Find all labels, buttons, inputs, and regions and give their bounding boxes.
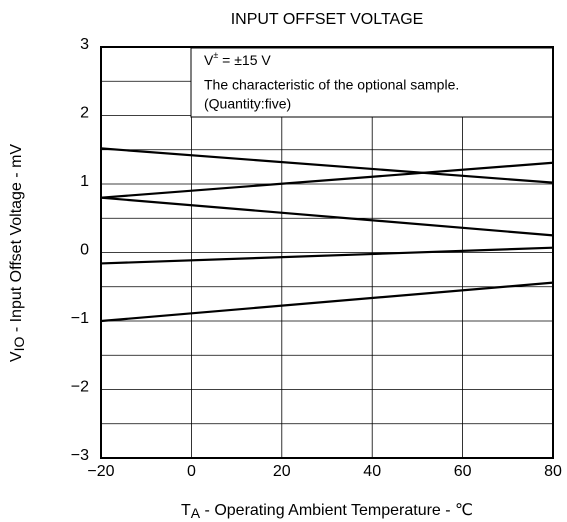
x-label-symbol: T xyxy=(181,502,191,519)
x-tick-label: 20 xyxy=(273,463,291,480)
supply-sup: ± xyxy=(213,50,218,60)
x-tick-label: 40 xyxy=(363,463,381,480)
y-label-symbol: V xyxy=(8,351,25,362)
series-lines xyxy=(100,147,554,323)
y-tick-label: −1 xyxy=(71,310,89,327)
plot-frame xyxy=(100,46,554,459)
supply-text: = ±15 V xyxy=(218,52,271,68)
y-label-sub: IO xyxy=(11,337,27,352)
y-tick-label: −3 xyxy=(71,447,89,464)
supply-base: V xyxy=(204,52,214,68)
series-line xyxy=(100,281,554,323)
series-line xyxy=(100,147,554,184)
y-tick-label: 2 xyxy=(80,105,89,122)
chart-title: INPUT OFFSET VOLTAGE xyxy=(231,11,424,28)
y-tick-label: −2 xyxy=(71,379,89,396)
annotation-supply: V± = ±15 V xyxy=(204,50,271,67)
x-tick-label: 60 xyxy=(454,463,472,480)
y-tick-label: 3 xyxy=(80,36,89,53)
x-label-sub: A xyxy=(191,505,201,521)
annotation-line: (Quantity:five) xyxy=(204,96,291,112)
series-line xyxy=(100,161,554,199)
x-tick-label: 0 xyxy=(187,463,196,480)
x-label-text: - Operating Ambient Temperature - ℃ xyxy=(200,502,473,519)
y-axis-label: VIO - Input Offset Voltage - mV xyxy=(8,144,26,362)
y-tick-label: 1 xyxy=(80,173,89,190)
y-tick-label: 0 xyxy=(80,242,89,259)
series-line xyxy=(100,246,554,265)
annotation-line: The characteristic of the optional sampl… xyxy=(204,77,459,93)
x-axis-label: TA - Operating Ambient Temperature - ℃ xyxy=(181,502,473,520)
y-label-text: - Input Offset Voltage - mV xyxy=(8,144,25,337)
series-line xyxy=(100,196,554,237)
x-tick-label: 80 xyxy=(544,463,562,480)
x-tick-label: −20 xyxy=(87,463,114,480)
